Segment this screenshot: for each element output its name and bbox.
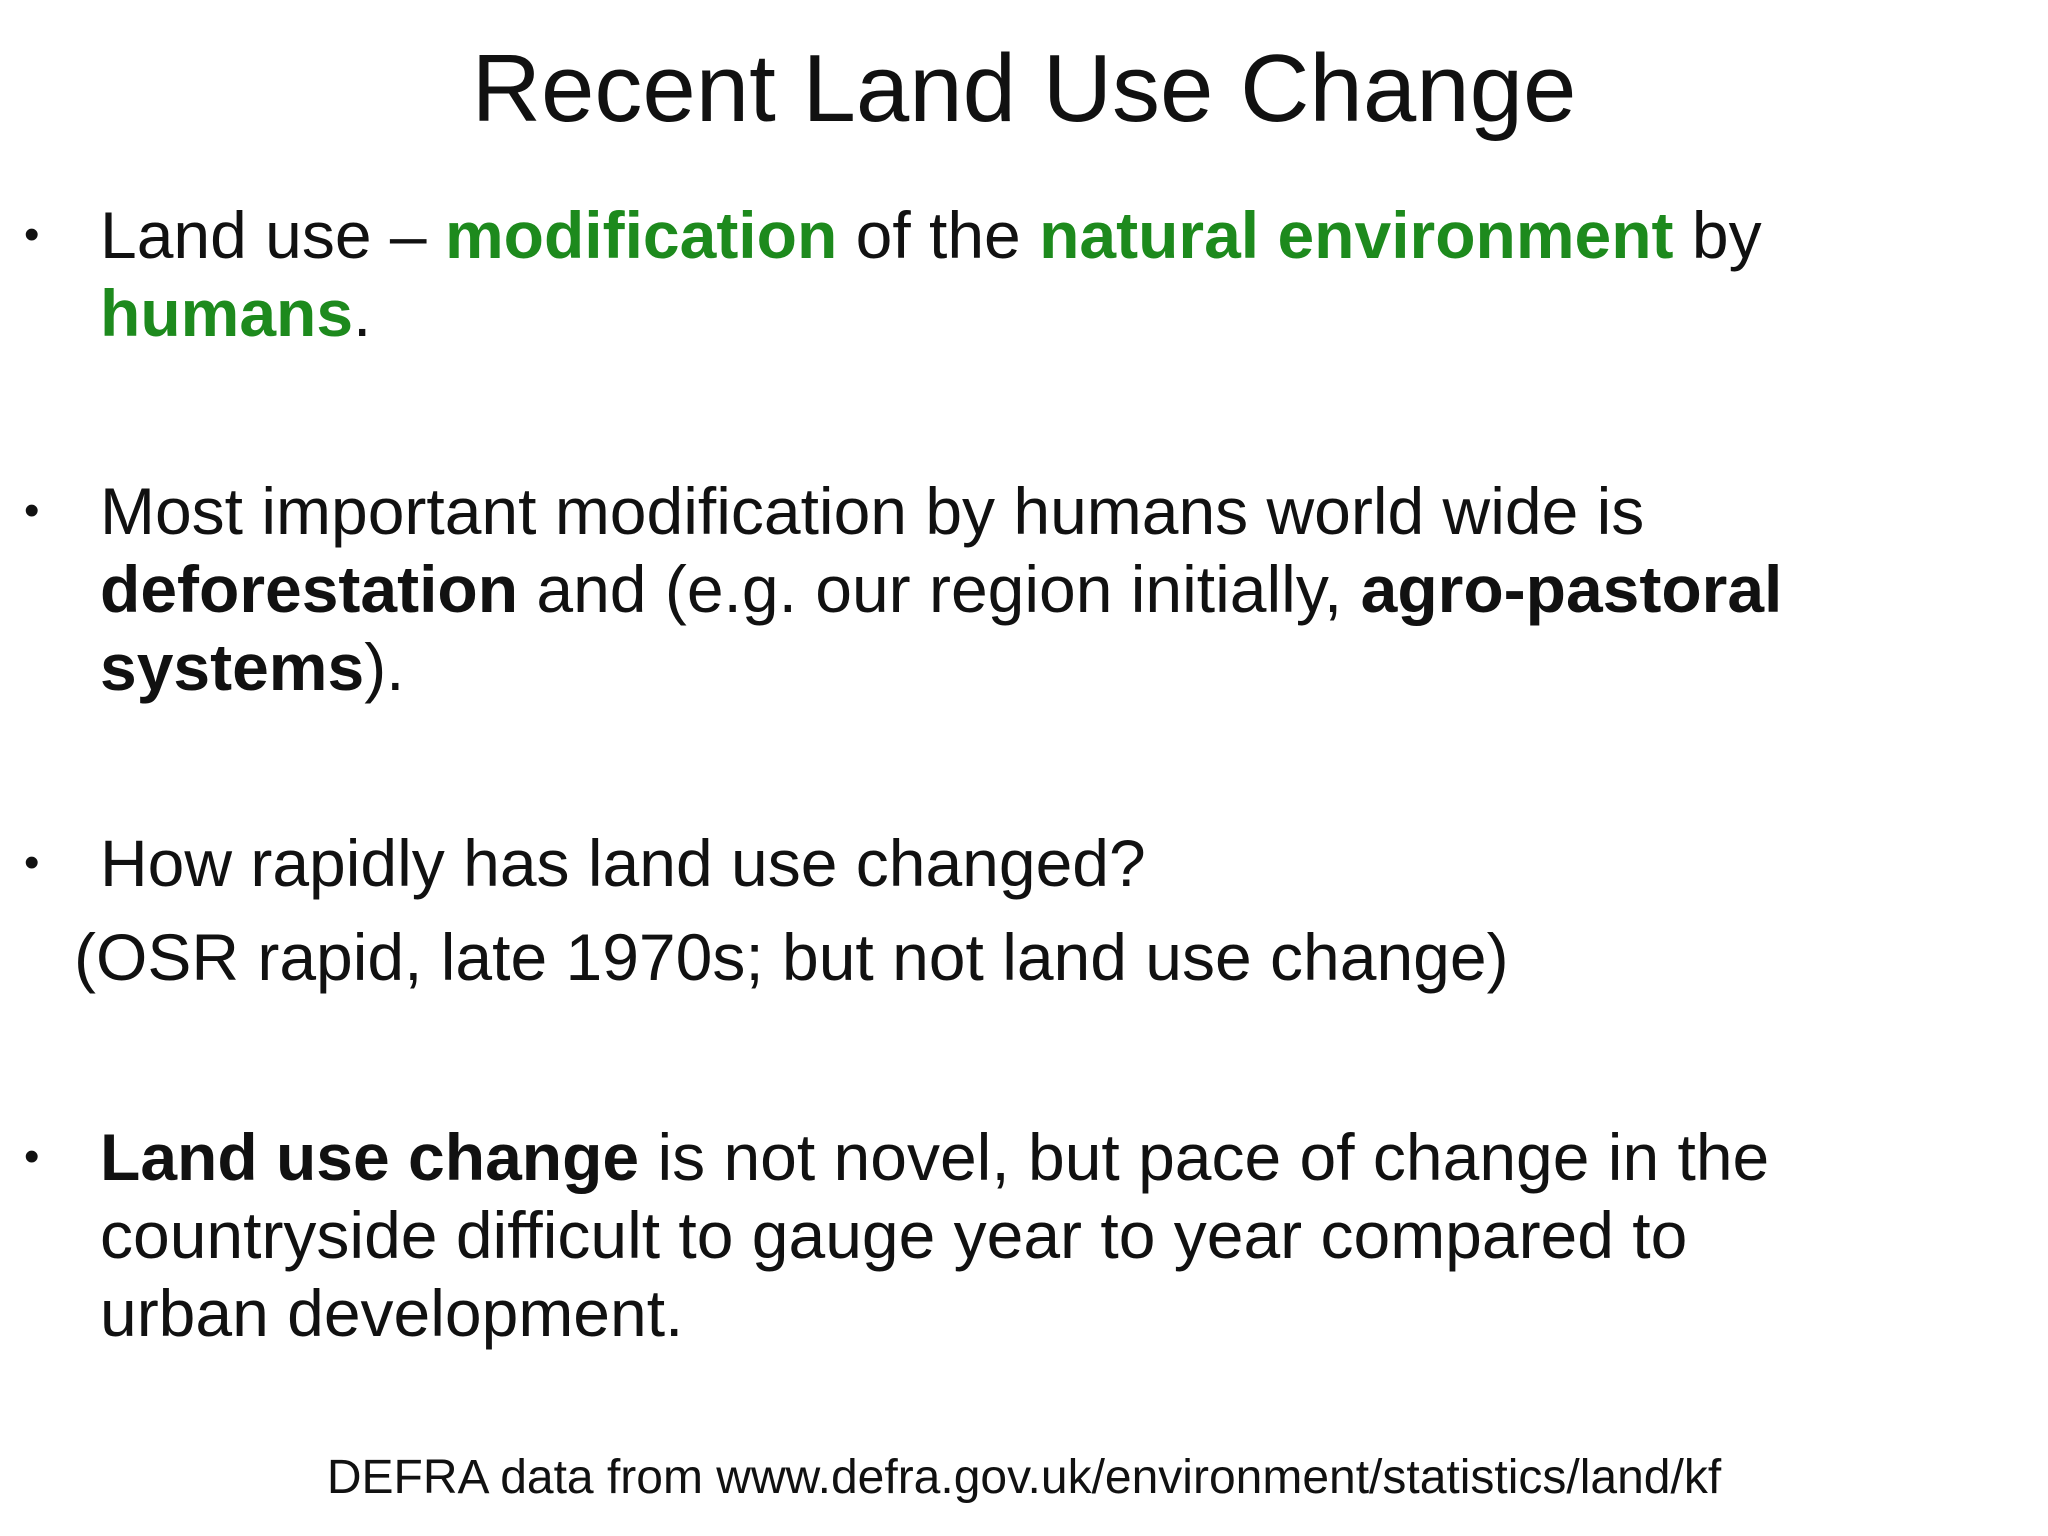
bullet-dot: •	[24, 1132, 40, 1181]
bullet-dot: •	[24, 486, 40, 535]
bullet-line: deforestation and (e.g. our region initi…	[100, 550, 1980, 628]
bullet-line: humans.	[100, 274, 1980, 352]
text-run: by	[1673, 198, 1762, 272]
osr-note: (OSR rapid, late 1970s; but not land use…	[74, 920, 1509, 994]
highlight-humans: humans	[100, 276, 354, 350]
bullet-text: Most important modification by humans wo…	[100, 472, 1980, 706]
text-run: Most important modification by humans wo…	[100, 474, 1645, 548]
text-run: .	[353, 276, 372, 350]
bullet-line: Most important modification by humans wo…	[100, 472, 1980, 550]
bullet-dot: •	[24, 838, 40, 887]
bullet-line: How rapidly has land use changed?	[100, 824, 1980, 902]
text-run: Land use –	[100, 198, 445, 272]
highlight-modification: modification	[444, 198, 838, 272]
bullet-dot: •	[24, 210, 40, 259]
bullet-line: Land use change is not novel, but pace o…	[100, 1118, 1980, 1196]
bullet-text: Land use change is not novel, but pace o…	[100, 1118, 1980, 1352]
text-run: and (e.g. our region initially,	[518, 552, 1361, 626]
source-footer: DEFRA data from www.defra.gov.uk/environ…	[326, 1451, 1722, 1504]
text-run: ).	[364, 630, 405, 704]
slide-title: Recent Land Use Change	[471, 35, 1577, 142]
highlight-natural-environment: natural environment	[1039, 198, 1674, 272]
bullet-text: Land use – modification of the natural e…	[100, 196, 1980, 352]
bullet-line: Land use – modification of the natural e…	[100, 196, 1980, 274]
emphasis-land-use-change: Land use change	[100, 1120, 640, 1194]
emphasis-systems: systems	[100, 630, 365, 704]
text-run: is not novel, but pace of change in the	[639, 1120, 1770, 1194]
bullet-line: urban development.	[100, 1274, 1980, 1352]
bullet-line: countryside difficult to gauge year to y…	[100, 1196, 1980, 1274]
text-run: How rapidly has land use changed?	[100, 826, 1146, 900]
text-run: urban development.	[100, 1276, 684, 1350]
emphasis-deforestation: deforestation	[100, 552, 519, 626]
emphasis-agro-pastoral: agro-pastoral	[1360, 552, 1783, 626]
text-run: countryside difficult to gauge year to y…	[100, 1198, 1688, 1272]
bullet-line: systems).	[100, 628, 1980, 706]
bullet-text: How rapidly has land use changed?	[100, 824, 1980, 902]
text-run: of the	[837, 198, 1040, 272]
